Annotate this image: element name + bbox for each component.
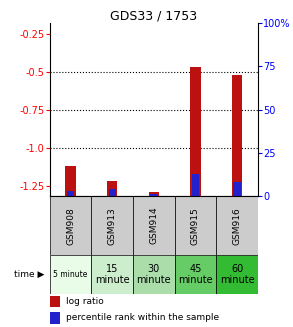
Bar xyxy=(192,174,199,196)
Text: percentile rank within the sample: percentile rank within the sample xyxy=(67,313,219,322)
Text: 45
minute: 45 minute xyxy=(178,264,213,285)
Bar xyxy=(50,196,91,255)
Text: 30
minute: 30 minute xyxy=(137,264,171,285)
Bar xyxy=(234,182,241,196)
Bar xyxy=(216,196,258,255)
Text: 15
minute: 15 minute xyxy=(95,264,130,285)
Text: log ratio: log ratio xyxy=(67,297,104,306)
Bar xyxy=(232,75,242,196)
Bar xyxy=(216,255,258,294)
Bar xyxy=(190,67,201,196)
Text: GSM908: GSM908 xyxy=(66,207,75,245)
Bar xyxy=(175,196,216,255)
Bar xyxy=(50,312,60,324)
Bar xyxy=(91,255,133,294)
Bar xyxy=(149,192,159,196)
Text: GSM915: GSM915 xyxy=(191,207,200,245)
Text: GSM913: GSM913 xyxy=(108,207,117,245)
Title: GDS33 / 1753: GDS33 / 1753 xyxy=(110,10,197,23)
Text: GSM916: GSM916 xyxy=(233,207,241,245)
Bar xyxy=(50,296,60,307)
Bar xyxy=(107,181,117,196)
Bar xyxy=(67,191,74,196)
Text: GSM914: GSM914 xyxy=(149,207,158,245)
Bar xyxy=(91,196,133,255)
Bar xyxy=(65,166,76,196)
Text: time ▶: time ▶ xyxy=(13,270,44,279)
Text: 5 minute: 5 minute xyxy=(53,270,88,279)
Text: 60
minute: 60 minute xyxy=(220,264,254,285)
Bar xyxy=(133,255,175,294)
Bar xyxy=(133,196,175,255)
Bar xyxy=(50,255,91,294)
Bar xyxy=(150,195,157,196)
Bar xyxy=(109,189,116,196)
Bar xyxy=(175,255,216,294)
